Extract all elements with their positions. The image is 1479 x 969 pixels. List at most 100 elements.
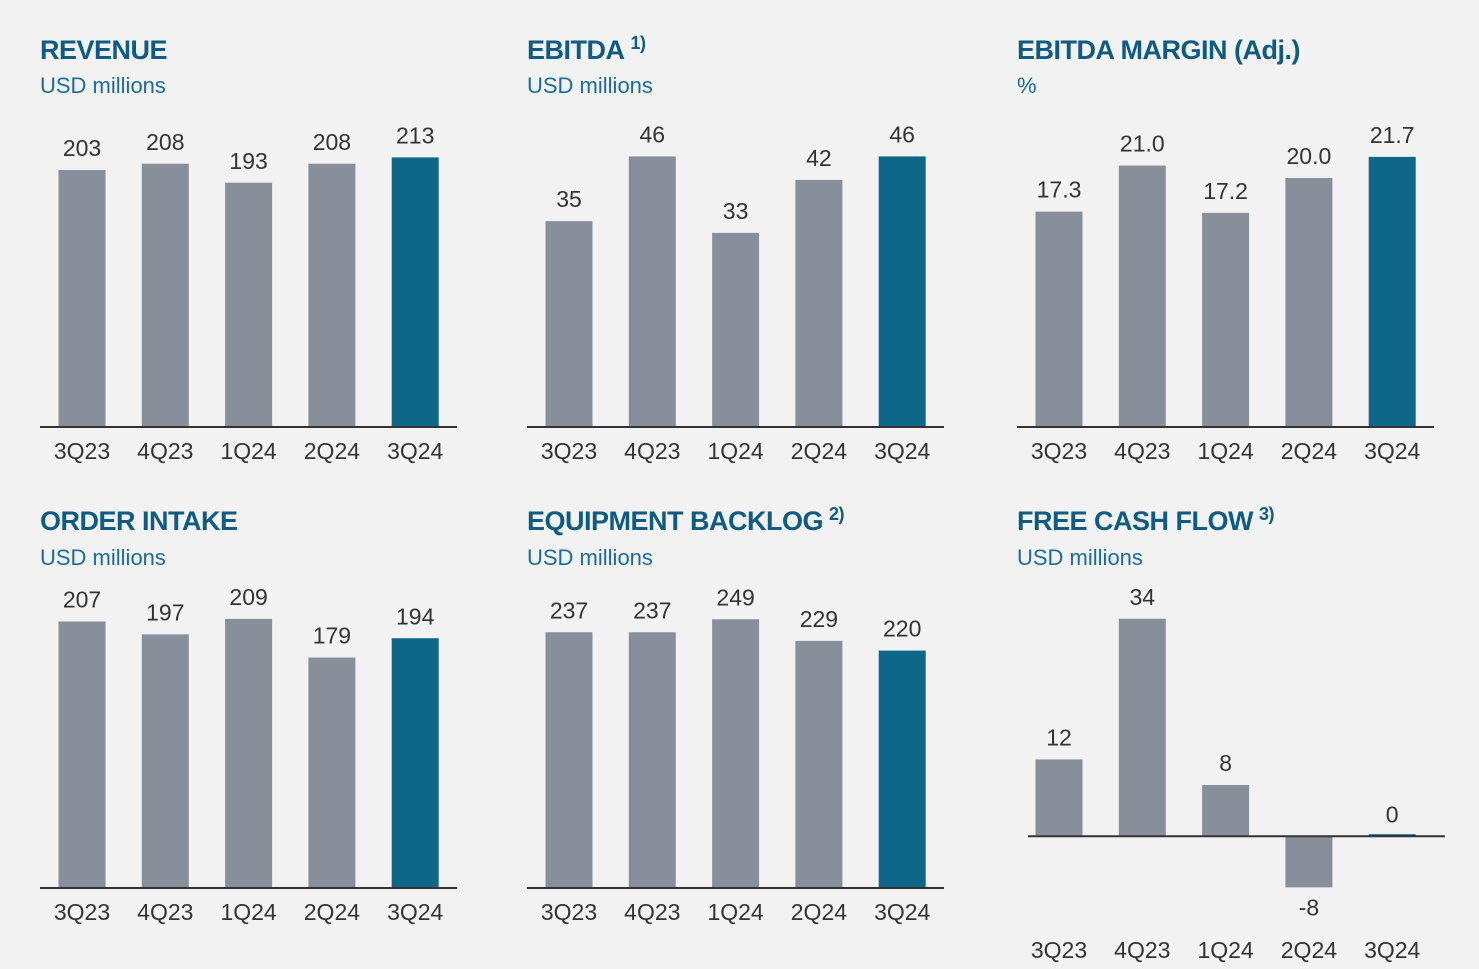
value-label: 46 [889, 121, 915, 147]
value-label: 8 [1219, 750, 1232, 776]
bar [712, 619, 760, 888]
value-label: 229 [800, 606, 838, 632]
x-tick-label: 4Q23 [624, 899, 680, 925]
x-tick-label: 4Q23 [1114, 438, 1170, 464]
bar [878, 650, 926, 888]
chart-subtitle: USD millions [40, 73, 166, 98]
chart-subtitle: USD millions [527, 545, 653, 570]
chart-subtitle: % [1017, 73, 1037, 98]
chart-title: EQUIPMENT BACKLOG 2) [527, 504, 845, 536]
title-text: REVENUE [40, 35, 167, 65]
title-text: ORDER INTAKE [40, 506, 238, 536]
x-tick-label: 1Q24 [707, 899, 763, 925]
bar [1035, 759, 1083, 837]
x-tick-label: 3Q23 [1031, 438, 1087, 464]
bar [225, 618, 273, 888]
value-label: 208 [313, 129, 351, 155]
x-tick-label: 1Q24 [1197, 438, 1253, 464]
value-label: 20.0 [1287, 143, 1332, 169]
value-label: 237 [633, 597, 671, 623]
chart-subtitle: USD millions [40, 545, 166, 570]
bar [1202, 212, 1250, 427]
value-label: 46 [640, 121, 666, 147]
bar [628, 156, 676, 428]
x-tick-label: 2Q24 [304, 438, 360, 464]
value-label: 220 [883, 616, 921, 642]
value-label: 209 [229, 584, 267, 610]
chart-title: FREE CASH FLOW 3) [1017, 504, 1275, 536]
value-label: 21.0 [1120, 131, 1165, 157]
x-tick-label: 3Q24 [387, 899, 443, 925]
title-text: FREE CASH FLOW [1017, 506, 1254, 536]
x-tick-label: 2Q24 [791, 438, 847, 464]
bar [1035, 211, 1083, 427]
value-label: 203 [63, 135, 101, 161]
bar [308, 657, 356, 888]
value-label: 33 [723, 198, 749, 224]
value-label: 0 [1386, 801, 1399, 827]
value-label: 17.2 [1203, 178, 1248, 204]
bar [795, 640, 843, 888]
x-tick-label: 2Q24 [1281, 937, 1337, 963]
x-tick-label: 3Q23 [54, 438, 110, 464]
bar [1118, 618, 1166, 837]
x-tick-label: 3Q23 [541, 899, 597, 925]
value-label: 193 [229, 148, 267, 174]
value-label: 21.7 [1370, 122, 1415, 148]
bar [1368, 156, 1416, 427]
title-footnote: 2) [829, 504, 845, 524]
chart-subtitle: USD millions [1017, 545, 1143, 570]
x-tick-label: 3Q24 [387, 438, 443, 464]
title-footnote: 3) [1259, 504, 1275, 524]
value-label: 34 [1130, 584, 1156, 610]
bar [628, 632, 676, 888]
title-footnote: 1) [631, 33, 647, 53]
x-tick-label: 3Q23 [1031, 937, 1087, 963]
x-tick-label: 2Q24 [791, 899, 847, 925]
x-tick-label: 2Q24 [1281, 438, 1337, 464]
bar [712, 232, 760, 427]
bar [545, 632, 593, 888]
chart-panel: ORDER INTAKE USD millions 207 3Q23 197 4Q23 20… [40, 506, 457, 925]
bar [391, 638, 439, 888]
x-tick-label: 2Q24 [304, 899, 360, 925]
x-tick-label: 4Q23 [1114, 937, 1170, 963]
chart-title: REVENUE [40, 35, 167, 65]
bar [141, 634, 189, 888]
chart-panel: REVENUE USD millions 203 3Q23 208 4Q23 193 1Q24… [40, 35, 457, 464]
value-label: 213 [396, 122, 434, 148]
bar [878, 156, 926, 428]
x-tick-label: 3Q24 [874, 438, 930, 464]
x-tick-label: 1Q24 [707, 438, 763, 464]
bar [308, 163, 356, 427]
bar [58, 170, 106, 428]
x-tick-label: 3Q23 [541, 438, 597, 464]
title-text: EBITDA [527, 35, 625, 65]
x-tick-label: 3Q24 [1364, 937, 1420, 963]
value-label: 42 [806, 145, 832, 171]
value-label: 35 [556, 186, 582, 212]
value-label: 17.3 [1037, 177, 1082, 203]
x-tick-label: 3Q24 [1364, 438, 1420, 464]
x-tick-label: 1Q24 [220, 438, 276, 464]
value-label: -8 [1299, 894, 1319, 920]
value-label: 179 [313, 623, 351, 649]
x-tick-label: 4Q23 [137, 899, 193, 925]
value-label: 249 [716, 584, 754, 610]
x-tick-label: 4Q23 [137, 438, 193, 464]
title-text: EBITDA MARGIN (Adj.) [1017, 35, 1300, 65]
chart-panel: EQUIPMENT BACKLOG 2) USD millions 237 3Q23 23… [527, 504, 944, 925]
value-label: 12 [1046, 725, 1072, 751]
bar [1202, 785, 1250, 837]
title-text: EQUIPMENT BACKLOG [527, 506, 823, 536]
chart-panel: FREE CASH FLOW 3) USD millions 12 3Q23 34 4Q23… [1017, 504, 1445, 963]
value-label: 207 [63, 587, 101, 613]
x-tick-label: 3Q24 [874, 899, 930, 925]
value-label: 194 [396, 603, 435, 629]
x-tick-label: 1Q24 [220, 899, 276, 925]
chart-panel: EBITDA 1) USD millions 35 3Q23 46 4Q23 33 1Q24 42… [527, 33, 944, 464]
chart-title: ORDER INTAKE [40, 506, 238, 536]
bar [225, 182, 273, 427]
bar [141, 163, 189, 427]
